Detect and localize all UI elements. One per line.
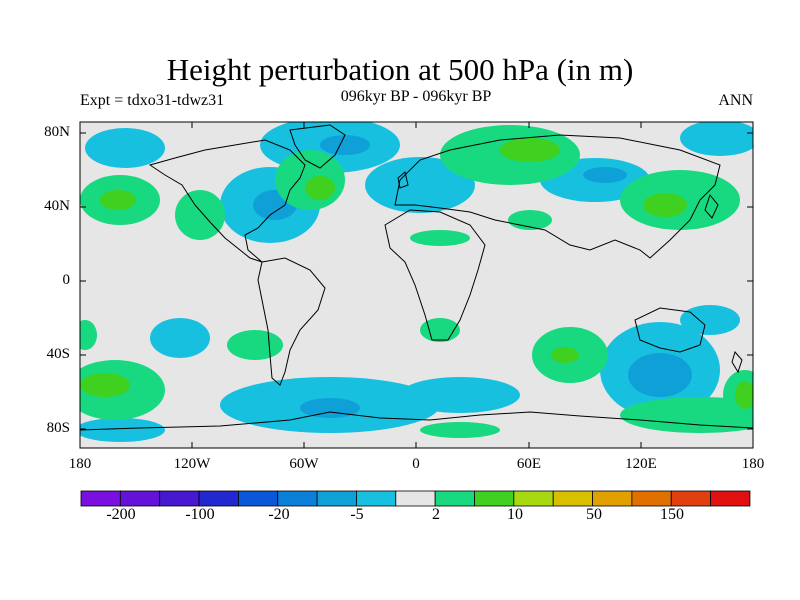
core-neg-arctic [320, 135, 370, 155]
core-pos-greenland [305, 176, 335, 200]
japan-coast [704, 193, 719, 219]
colorbar-swatch [277, 490, 318, 507]
colorbar-swatch [631, 490, 672, 507]
lon-label-60w: 60W [289, 456, 319, 472]
core-neg-asia [583, 167, 627, 183]
colorbar-label: -100 [185, 506, 215, 523]
lon-label-180w: 180 [68, 456, 92, 472]
colorbar-swatch [434, 490, 475, 507]
colorbar-label: 50 [586, 506, 602, 523]
colorbar-label: -200 [106, 506, 136, 523]
south-america-coast [257, 257, 326, 386]
anomaly-pos-ana [175, 190, 225, 240]
colorbar-swatch [552, 490, 593, 507]
nz-coast [731, 350, 743, 374]
colorbar-swatch [80, 490, 121, 507]
season-label: ANN [718, 92, 753, 109]
colorbar-label: 10 [507, 506, 523, 523]
lon-label-0: 0 [412, 456, 420, 472]
anomaly-neg-wpac [80, 418, 165, 442]
core-pos-siberia [500, 138, 560, 162]
australia-coast [634, 307, 706, 353]
core-neg-antarctic [300, 398, 360, 418]
core-pos-indian [551, 347, 579, 363]
colorbar-label: 2 [432, 506, 440, 523]
greenland-coast [289, 124, 346, 169]
lat-label-80s: 80S [46, 420, 70, 436]
uk-coast [397, 171, 409, 189]
anomaly-pos-austral [620, 397, 753, 433]
anomaly-neg-nwpac [680, 122, 753, 156]
experiment-label: Expt = tdxo31-tdwz31 [80, 92, 225, 109]
lon-label-60e: 60E [516, 456, 542, 472]
colorbar-swatch [356, 490, 397, 507]
anomaly-pos-tropic-w [80, 320, 97, 350]
colorbar-label: -5 [350, 506, 364, 523]
colorbar-swatch [710, 490, 751, 507]
lon-label-180e: 180 [741, 456, 765, 472]
colorbar-swatch [592, 490, 633, 507]
north-america-coast [148, 139, 306, 263]
lat-label-0: 0 [62, 272, 71, 288]
colorbar-swatch [513, 490, 554, 507]
colorbar-label: -20 [268, 506, 290, 523]
colorbar-swatch [395, 490, 436, 507]
africa-coast [384, 209, 486, 341]
colorbar [80, 490, 751, 507]
colorbar-swatch [316, 490, 357, 507]
page-title: Height perturbation at 500 hPa (in m) [166, 52, 634, 87]
anomaly-neg-pacific [85, 128, 165, 168]
lat-label-80n: 80N [44, 124, 70, 140]
anomaly-pos-ant-atl [420, 422, 500, 438]
colorbar-swatch [198, 490, 239, 507]
anomaly-neg-antarctic2 [400, 377, 520, 413]
colorbar-swatch [474, 490, 515, 507]
colorbar-swatch [119, 490, 161, 507]
coastlines [80, 124, 753, 431]
core-pos-ewest [735, 381, 753, 409]
lat-label-40n: 40N [44, 198, 70, 214]
anomaly-pos-argentina [227, 330, 283, 360]
anomaly-neg-europe [365, 157, 475, 213]
core-neg-indian [628, 353, 692, 397]
axis-ticks [79, 122, 754, 448]
core-pos-japan [643, 193, 687, 217]
core-pos-npac [100, 190, 136, 210]
colorbar-swatch [237, 490, 279, 507]
colorbar-swatch [670, 490, 711, 507]
period-label: 096kyr BP - 096kyr BP [340, 88, 492, 105]
colorbar-swatch [159, 490, 200, 507]
colorbar-label: 150 [660, 506, 684, 523]
contour-fields [80, 122, 753, 442]
eurasia-coast [394, 134, 721, 259]
anomaly-neg-spacific [150, 318, 210, 358]
lat-label-40s: 40S [46, 346, 70, 362]
anomaly-neg-tasman [680, 305, 740, 335]
core-pos-sepac [80, 373, 130, 397]
anomaly-pos-africa [410, 230, 470, 246]
antarctica-coast [80, 411, 753, 431]
lon-label-120e: 120E [625, 456, 657, 472]
lon-label-120w: 120W [173, 456, 211, 472]
